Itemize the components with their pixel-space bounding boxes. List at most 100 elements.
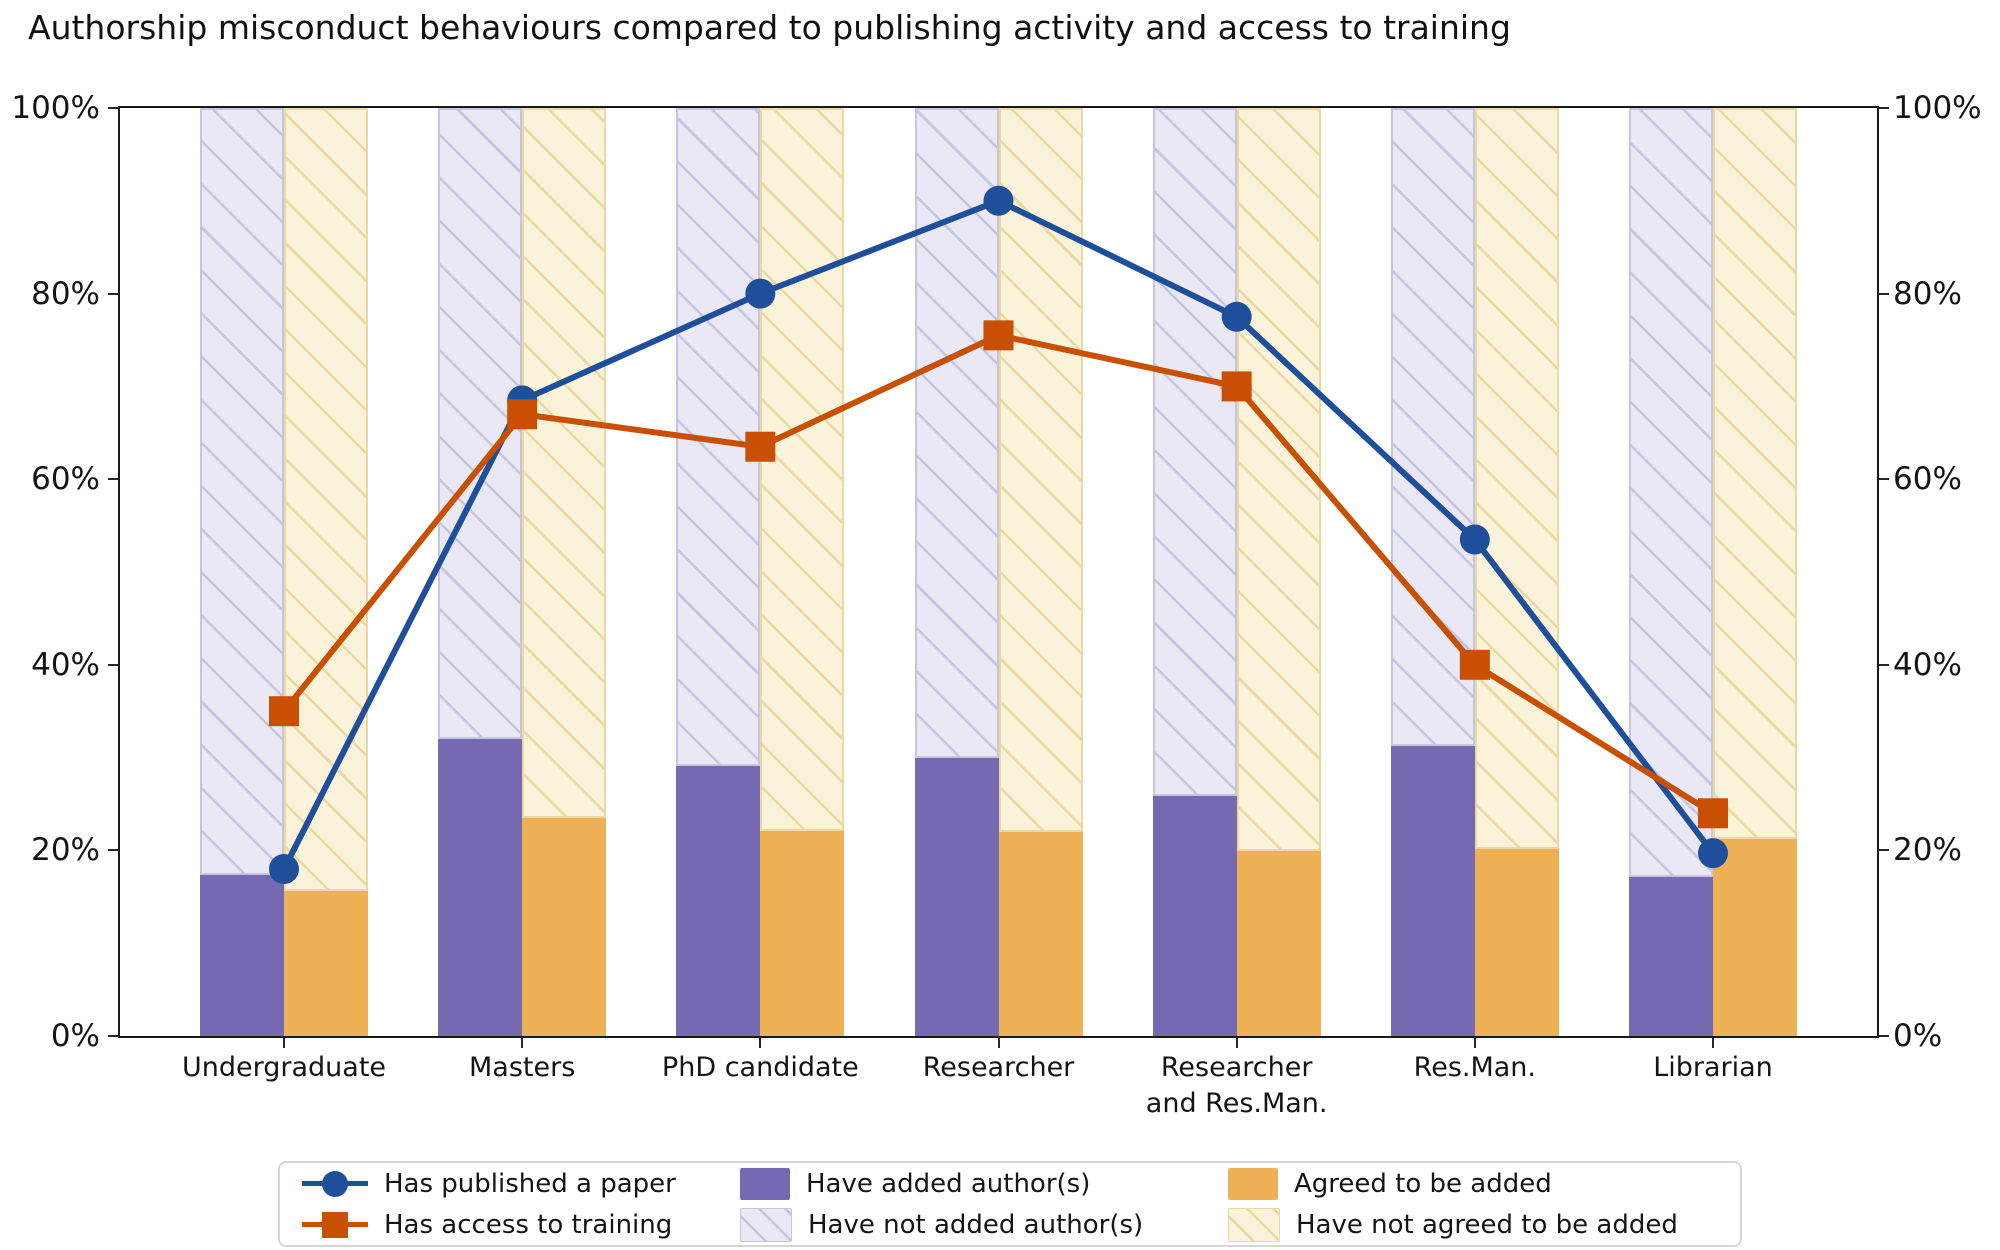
x-tick-label: Res.Man. — [1413, 1052, 1536, 1083]
x-tick-label: Researcher — [922, 1052, 1075, 1083]
added-patch-swatch — [740, 1167, 790, 1200]
bar-agreed-to-be-added — [1713, 839, 1797, 1036]
y-tick-mark-right — [1879, 663, 1889, 666]
square-marker-icon — [1221, 371, 1252, 402]
legend-item-have-added: Have added author(s) — [740, 1167, 1228, 1200]
circle-marker-icon — [1221, 301, 1252, 332]
bar-have-not-agreed-to-be-added — [998, 108, 1083, 832]
bar-agreed-to-be-added — [1474, 849, 1559, 1036]
y-tick-mark-right — [1879, 292, 1889, 295]
y-tick-mark-left — [108, 107, 118, 109]
bar-have-added-author-s- — [200, 874, 284, 1036]
y-tick-mark-left — [108, 478, 118, 481]
y-tick-label-left: 80% — [31, 275, 100, 312]
bar-have-not-agreed-to-be-added — [1713, 108, 1797, 840]
x-tick-label: Librarian — [1653, 1052, 1773, 1083]
legend-label: Have not added author(s) — [808, 1209, 1144, 1240]
x-tick-mark — [1473, 1038, 1476, 1048]
y-tick-label-left: 100% — [11, 90, 100, 126]
y-tick-label-right: 80% — [1893, 275, 1962, 312]
bar-agreed-to-be-added — [1236, 851, 1321, 1036]
bar-have-added-author-s- — [914, 757, 999, 1036]
y-tick-label-right: 20% — [1893, 832, 1962, 869]
square-marker-icon — [1459, 649, 1490, 680]
y-tick-mark-left — [108, 849, 118, 852]
circle-marker-icon — [322, 1170, 348, 1197]
y-tick-label-left: 20% — [31, 832, 100, 869]
bar-have-added-author-s- — [1629, 877, 1713, 1036]
published-line-swatch — [302, 1169, 368, 1199]
y-tick-mark-right — [1879, 1035, 1889, 1037]
y-tick-label-left: 60% — [31, 461, 100, 498]
agreed-patch-swatch — [1228, 1167, 1278, 1200]
x-tick-mark — [759, 1038, 762, 1048]
x-tick-label: Undergraduate — [181, 1052, 387, 1083]
plot-area — [118, 106, 1879, 1038]
bar-agreed-to-be-added — [998, 831, 1083, 1036]
square-marker-icon — [269, 696, 299, 727]
circle-marker-icon — [269, 853, 299, 884]
x-tick-label: Masters — [469, 1052, 576, 1083]
legend-label: Have not agreed to be added — [1296, 1209, 1678, 1240]
line-series-layer — [269, 185, 1728, 884]
x-tick-mark — [997, 1038, 1000, 1048]
y-tick-mark-left — [108, 663, 118, 666]
chart-title: Authorship misconduct behaviours compare… — [28, 8, 1511, 47]
not-added-patch-swatch — [740, 1207, 792, 1242]
training-line-swatch — [302, 1210, 368, 1240]
bar-agreed-to-be-added — [760, 830, 845, 1036]
circle-marker-icon — [983, 185, 1014, 216]
x-tick-mark — [521, 1038, 524, 1048]
square-marker-icon — [507, 399, 538, 430]
circle-marker-icon — [745, 278, 776, 309]
legend: Has published a paper Has access to trai… — [278, 1161, 1742, 1247]
square-marker-icon — [983, 320, 1014, 351]
y-tick-label-right: 60% — [1893, 461, 1962, 498]
legend-item-has-training: Has access to training — [302, 1210, 740, 1240]
x-tick-mark — [1712, 1038, 1714, 1048]
y-tick-mark-left — [108, 1035, 118, 1037]
y-tick-mark-right — [1879, 478, 1889, 481]
y-tick-label-right: 100% — [1893, 90, 1982, 126]
bar-have-not-added-author-s- — [1152, 108, 1237, 796]
bar-have-not-agreed-to-be-added — [522, 108, 607, 818]
y-tick-label-left: 0% — [50, 1018, 100, 1054]
y-tick-mark-right — [1879, 107, 1889, 109]
bar-have-not-agreed-to-be-added — [1236, 108, 1321, 852]
bar-have-added-author-s- — [1152, 795, 1237, 1036]
y-tick-mark-left — [108, 292, 118, 295]
legend-label: Agreed to be added — [1294, 1168, 1552, 1199]
legend-item-has-published: Has published a paper — [302, 1169, 740, 1199]
bar-agreed-to-be-added — [522, 817, 607, 1036]
legend-label: Have added author(s) — [806, 1168, 1091, 1199]
x-tick-label: Researcher and Res.Man. — [1145, 1052, 1328, 1119]
x-tick-mark — [283, 1038, 285, 1048]
y-tick-label-right: 0% — [1893, 1018, 1943, 1054]
y-tick-label-left: 40% — [31, 646, 100, 683]
legend-item-agreed: Agreed to be added — [1228, 1167, 1740, 1200]
circle-marker-icon — [1698, 838, 1728, 869]
x-tick-mark — [1235, 1038, 1238, 1048]
legend-label: Has access to training — [384, 1209, 673, 1240]
bar-have-not-agreed-to-be-added — [284, 108, 368, 892]
bar-have-added-author-s- — [1390, 745, 1475, 1036]
circle-marker-icon — [1459, 524, 1490, 555]
bar-have-added-author-s- — [438, 739, 523, 1036]
bar-have-not-agreed-to-be-added — [760, 108, 845, 831]
legend-item-have-not-added: Have not added author(s) — [740, 1207, 1228, 1242]
bar-agreed-to-be-added — [284, 891, 368, 1036]
has-published-a-paper-line — [281, 197, 1716, 871]
square-marker-icon — [1698, 798, 1728, 829]
square-marker-icon — [745, 431, 776, 462]
x-tick-label: PhD candidate — [661, 1052, 859, 1083]
legend-item-not-agreed: Have not agreed to be added — [1228, 1207, 1740, 1242]
legend-label: Has published a paper — [384, 1168, 676, 1199]
y-tick-label-right: 40% — [1893, 646, 1962, 683]
not-agreed-patch-swatch — [1228, 1207, 1280, 1242]
bar-have-not-added-author-s- — [200, 108, 284, 875]
square-marker-icon — [322, 1211, 348, 1238]
y-tick-mark-right — [1879, 849, 1889, 852]
bar-have-not-added-author-s- — [1629, 108, 1713, 878]
bar-have-not-added-author-s- — [1390, 108, 1475, 746]
